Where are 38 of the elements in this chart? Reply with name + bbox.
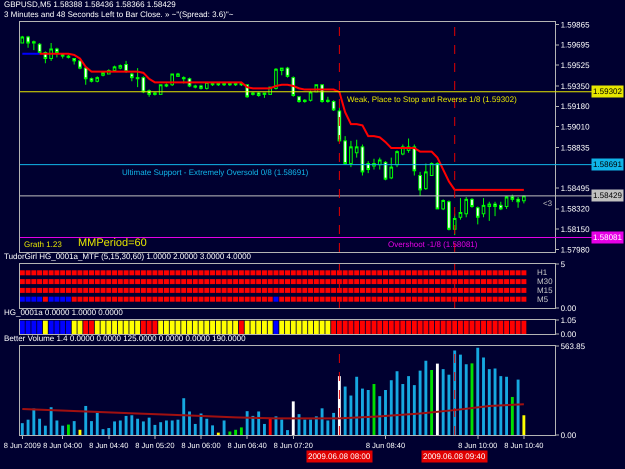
ref-line-label: 1.58691 [593,160,622,169]
annotation: Ultimate Support - Extremely Oversold 0/8 (1.58691) [122,168,309,177]
y-tick-label: 563.85 [560,342,586,351]
series-label: H1 [537,268,548,277]
chart-title: GBPUSD,M5 1.58388 1.58436 1.58366 1.58429 [4,0,176,9]
chart-subtitle: 3 Minutes and 48 Seconds Left to Bar Close. » ~"(Spread: 3.6)"~ [4,10,234,19]
ref-line-label: 2009.06.08 08:00 [308,452,371,461]
y-tick-label: 5 [560,260,566,269]
series-label: M15 [537,286,554,295]
y-tick-label: 1.57980 [560,245,590,254]
y-tick-label: 1.58835 [560,143,590,152]
y-tick-label: 1.58495 [560,184,590,193]
chart-title: Better Volume 1.4 0.0000 0.0000 125.0000 0.0000 0.0000 190.0000 [4,334,246,343]
y-tick-label: 1.59695 [560,40,590,50]
chart-title: TudorGirl HG_0001a_MTF (5,15,30,60) 1.0000 2.0000 3.0000 4.0000 [4,252,252,261]
ref-line-label: 1.58429 [593,191,622,200]
y-tick-label: 1.59180 [560,102,590,112]
annotation: <3 [543,199,553,208]
y-tick-label: 1.59865 [560,20,590,30]
annotation: Overshoot -1/8 (1.58081) [388,240,478,249]
ref-line-label: 2009.06.08 09:40 [423,452,486,461]
ref-line-label: 1.59302 [593,87,622,96]
y-tick-label: 1.58150 [560,225,590,234]
y-tick-label: 0.00 [560,304,577,313]
annotation: Weak, Place to Stop and Reverse 1/8 (1.59302) [347,95,518,104]
y-tick-label: 1.05 [560,316,577,325]
annotation: MMPeriod=60 [78,237,147,249]
y-tick-label: 0.00 [560,330,577,339]
series-label: M5 [537,295,549,304]
y-tick-label: 1.59010 [560,122,590,132]
ref-line-label: 1.58081 [593,233,622,242]
y-tick-label: 1.59350 [560,82,590,91]
chart-title: HG_0001a 0.0000 1.0000 0.0000 [4,308,124,317]
y-tick-label: 0.00 [560,430,577,440]
y-tick-label: 1.59525 [560,60,590,70]
y-tick-label: 1.58320 [560,204,590,214]
series-label: M30 [537,277,554,286]
annotation: Grath 1.23 [24,240,62,249]
